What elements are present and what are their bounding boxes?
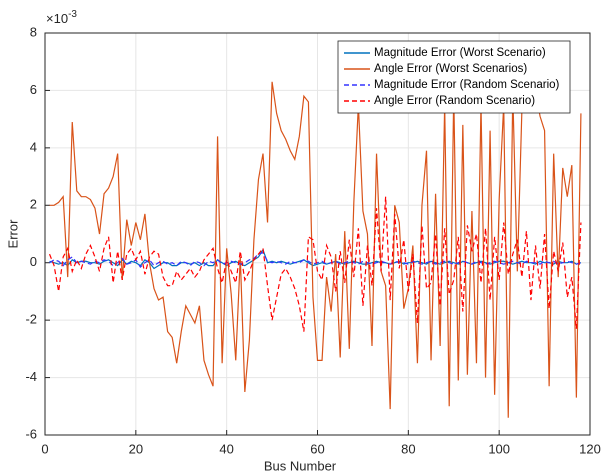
y-multiplier: ×10-3 xyxy=(46,9,77,27)
x-tick-label: 120 xyxy=(579,441,601,456)
y-multiplier-exponent: -3 xyxy=(68,9,77,20)
y-axis-label: Error xyxy=(5,219,20,249)
legend-box xyxy=(337,40,571,114)
legend-label: Magnitude Error (Worst Scenario) xyxy=(374,47,546,59)
legend-label: Angle Error (Worst Scenarios) xyxy=(374,63,527,75)
x-tick-label: 40 xyxy=(219,441,233,456)
y-tick-label: 2 xyxy=(30,197,37,212)
x-tick-label: 80 xyxy=(401,441,415,456)
x-tick-label: 100 xyxy=(488,441,510,456)
series-line xyxy=(48,196,582,332)
legend-label: Angle Error (Random Scenario) xyxy=(374,95,535,107)
series-line xyxy=(49,251,582,268)
y-tick-label: -2 xyxy=(25,312,37,327)
y-tick-label: -4 xyxy=(25,369,37,384)
x-tick-label: 60 xyxy=(310,441,324,456)
y-tick-label: 6 xyxy=(30,82,37,97)
y-tick-label: 0 xyxy=(30,254,37,269)
x-tick-label: 20 xyxy=(129,441,143,456)
y-tick-label: 4 xyxy=(30,139,37,154)
x-axis-label: Bus Number xyxy=(264,458,337,473)
y-tick-label: -6 xyxy=(25,426,37,441)
axes-box xyxy=(44,32,591,436)
legend-label: Magnitude Error (Random Scenario) xyxy=(374,79,560,91)
y-multiplier-base: ×10 xyxy=(46,11,68,26)
y-tick-label: 8 xyxy=(30,24,37,39)
x-tick-label: 0 xyxy=(41,441,48,456)
